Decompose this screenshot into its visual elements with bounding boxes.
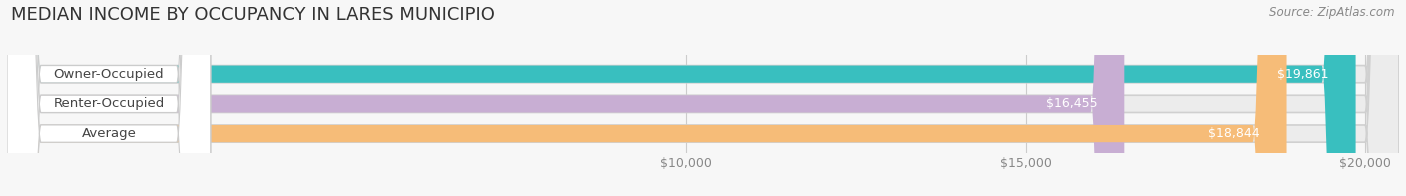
Text: Average: Average xyxy=(82,127,136,140)
FancyBboxPatch shape xyxy=(7,0,211,196)
FancyBboxPatch shape xyxy=(7,0,1399,196)
Text: Source: ZipAtlas.com: Source: ZipAtlas.com xyxy=(1270,6,1395,19)
Text: Renter-Occupied: Renter-Occupied xyxy=(53,97,165,110)
FancyBboxPatch shape xyxy=(7,0,211,196)
Text: $16,455: $16,455 xyxy=(1046,97,1097,110)
Text: Owner-Occupied: Owner-Occupied xyxy=(53,68,165,81)
FancyBboxPatch shape xyxy=(7,0,1355,196)
Text: MEDIAN INCOME BY OCCUPANCY IN LARES MUNICIPIO: MEDIAN INCOME BY OCCUPANCY IN LARES MUNI… xyxy=(11,6,495,24)
Text: $19,861: $19,861 xyxy=(1277,68,1329,81)
Text: $18,844: $18,844 xyxy=(1208,127,1260,140)
FancyBboxPatch shape xyxy=(7,0,1399,196)
FancyBboxPatch shape xyxy=(7,0,211,196)
FancyBboxPatch shape xyxy=(7,0,1125,196)
FancyBboxPatch shape xyxy=(7,0,1399,196)
FancyBboxPatch shape xyxy=(7,0,1286,196)
